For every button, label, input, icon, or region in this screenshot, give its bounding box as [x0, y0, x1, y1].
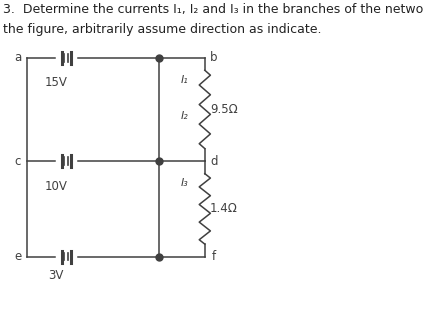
Text: d: d: [210, 155, 217, 167]
Text: 10V: 10V: [44, 180, 68, 193]
Text: e: e: [14, 250, 22, 263]
Text: 1.4Ω: 1.4Ω: [210, 203, 238, 216]
Text: c: c: [15, 155, 21, 167]
Text: 3.  Determine the currents I₁, I₂ and I₃ in the branches of the network shown in: 3. Determine the currents I₁, I₂ and I₃ …: [3, 3, 423, 16]
Text: f: f: [212, 250, 216, 263]
Text: I₁: I₁: [181, 75, 188, 85]
Text: 3V: 3V: [48, 269, 64, 282]
Text: I₂: I₂: [181, 111, 188, 121]
Text: a: a: [14, 51, 22, 64]
Text: 9.5Ω: 9.5Ω: [210, 103, 238, 116]
Text: I₃: I₃: [181, 178, 188, 188]
Text: b: b: [210, 51, 217, 64]
Text: the figure, arbitrarily assume direction as indicate.: the figure, arbitrarily assume direction…: [3, 23, 321, 36]
Text: 15V: 15V: [44, 76, 68, 89]
